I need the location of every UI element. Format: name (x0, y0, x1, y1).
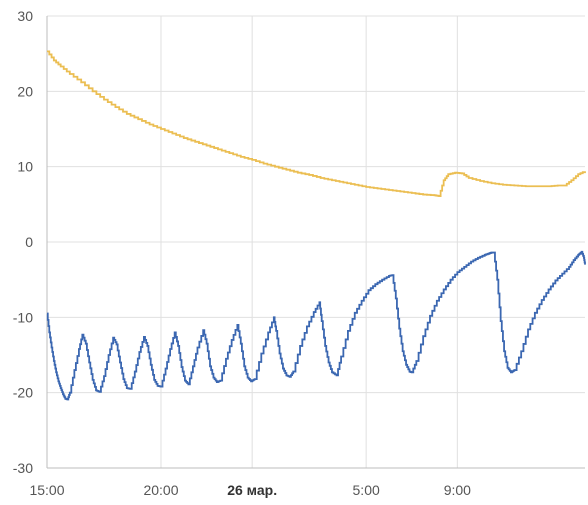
y-tick-label: 20 (17, 83, 33, 99)
y-tick-label: 30 (17, 8, 33, 24)
axes (46, 16, 585, 469)
x-tick-label: 20:00 (143, 482, 178, 498)
grid-lines (46, 15, 585, 469)
y-tick-label: 10 (17, 159, 33, 175)
series-lines (46, 50, 586, 401)
tick-labels: 30 20 10 0 -10 -20 -30 15:00 20:00 26 мар. 5:00 9:0… (13, 8, 471, 498)
y-tick-label: -30 (13, 460, 33, 476)
x-tick-label: 26 мар. (227, 482, 277, 498)
x-tick-label: 9:00 (444, 482, 471, 498)
y-tick-label: -10 (13, 309, 33, 325)
y-tick-label: -20 (13, 385, 33, 401)
x-tick-label: 15:00 (29, 482, 64, 498)
series-line-1 (46, 250, 586, 401)
x-tick-label: 5:00 (353, 482, 380, 498)
series-line-0 (47, 50, 586, 197)
y-tick-label: 0 (25, 234, 33, 250)
